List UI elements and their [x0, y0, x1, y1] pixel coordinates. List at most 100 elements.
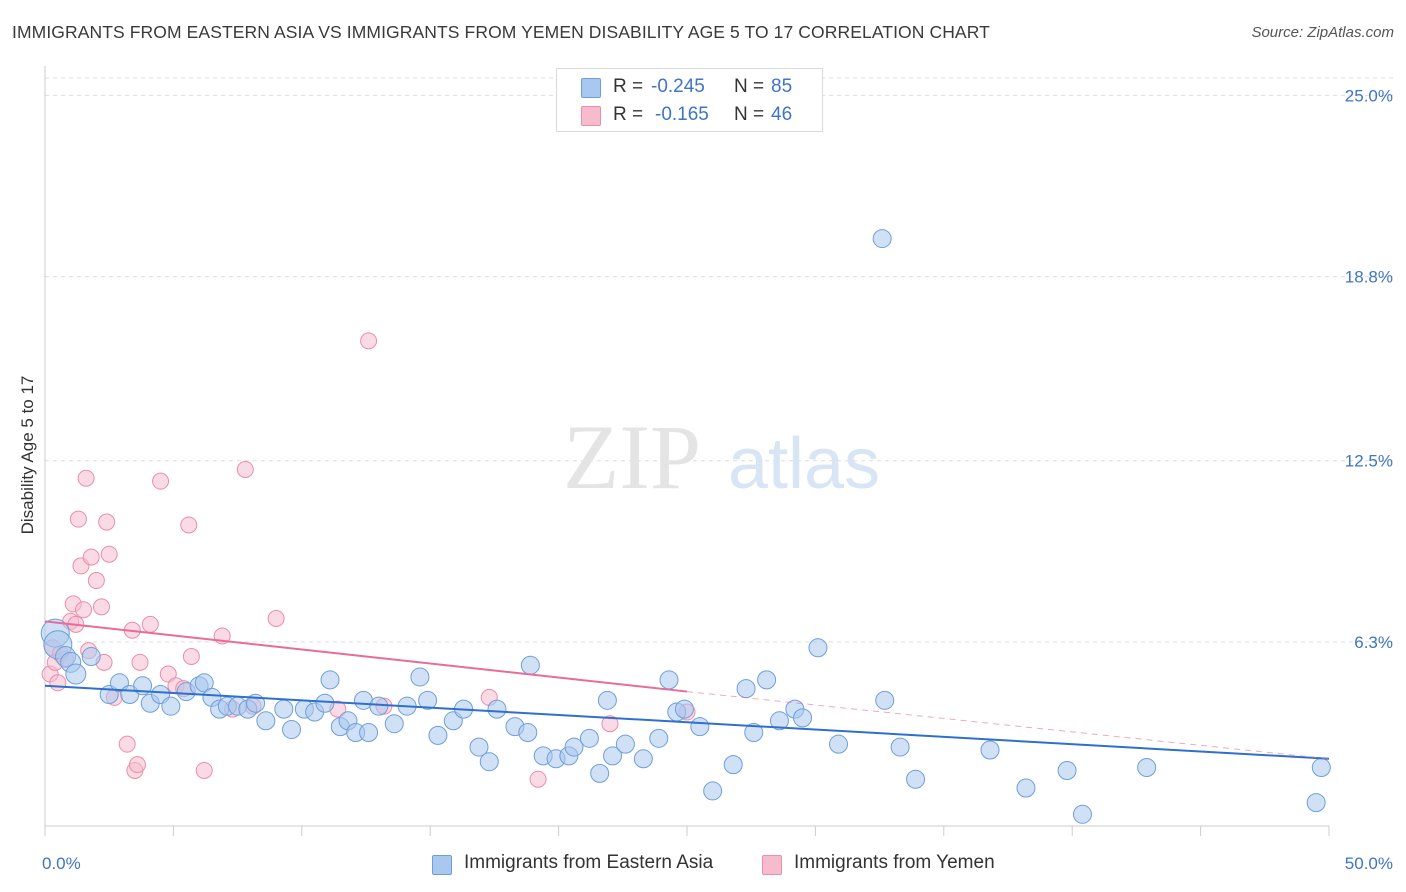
- eastern-asia-point: [703, 781, 723, 801]
- eastern-asia-point: [659, 670, 679, 690]
- eastern-asia-point: [1072, 804, 1092, 824]
- eastern-asia-point: [615, 734, 635, 754]
- yemen-point: [360, 332, 378, 350]
- eastern-asia-point: [1311, 758, 1331, 778]
- yemen-point: [182, 647, 200, 665]
- pink-swatch: [762, 855, 782, 875]
- eastern-asia-point: [469, 737, 489, 757]
- yemen-point: [49, 674, 67, 692]
- axes: [44, 66, 1330, 836]
- yemen-trend-extension: [686, 691, 1330, 760]
- trend-lines: [44, 620, 1330, 760]
- eastern-asia-point: [282, 720, 302, 740]
- eastern-asia-point: [418, 690, 438, 710]
- eastern-asia-point: [808, 638, 828, 658]
- eastern-asia-point: [256, 711, 276, 731]
- eastern-asia-point: [384, 714, 404, 734]
- yemen-point: [118, 735, 136, 753]
- eastern-asia-point: [744, 722, 764, 742]
- eastern-asia-point: [633, 749, 653, 769]
- eastern-asia-point: [520, 655, 540, 675]
- yemen-point: [141, 615, 159, 633]
- eastern-asia-point: [875, 690, 895, 710]
- eastern-asia-point: [603, 746, 623, 766]
- eastern-asia-point: [597, 690, 617, 710]
- legend-row-eastern-asia: R = -0.245 N = 85: [557, 73, 822, 101]
- eastern-asia-point: [359, 722, 379, 742]
- eastern-asia-point: [81, 646, 101, 666]
- n-value: 46: [771, 104, 793, 125]
- yemen-point: [87, 572, 105, 590]
- yemen-trend-line: [44, 620, 688, 693]
- eastern-asia-point: [793, 708, 813, 728]
- r-label: R =: [613, 104, 644, 125]
- r-label: R =: [613, 76, 644, 97]
- yemen-point: [128, 756, 146, 774]
- eastern-asia-point: [769, 711, 789, 731]
- gridlines: [45, 77, 1393, 643]
- yemen-point: [195, 761, 213, 779]
- y-tick-label: 25.0%: [1345, 86, 1393, 105]
- eastern-asia-point: [1016, 778, 1036, 798]
- eastern-asia-point: [723, 755, 743, 775]
- n-value: 85: [771, 76, 793, 97]
- correlation-legend: R = -0.245 N = 85 R = -0.165 N = 46: [556, 68, 823, 132]
- eastern-asia-point: [369, 696, 389, 716]
- blue-swatch: [581, 78, 601, 98]
- eastern-asia-point: [829, 734, 849, 754]
- legend-label-yemen: Immigrants from Yemen: [794, 852, 995, 873]
- yemen-point: [529, 770, 547, 788]
- yemen-point: [100, 545, 118, 563]
- tick-labels: 6.3% 12.5% 18.8% 25.0% 0.0% 50.0%: [42, 86, 1393, 873]
- legend-row-yemen: R = -0.165 N = 46: [557, 101, 822, 129]
- eastern-asia-point: [315, 693, 335, 713]
- n-label: N =: [734, 104, 765, 125]
- r-value: -0.245: [651, 76, 705, 97]
- y-tick-label: 12.5%: [1345, 452, 1393, 471]
- eastern-asia-point: [274, 699, 294, 719]
- source-credit: Source: ZipAtlas.com: [1251, 24, 1394, 41]
- eastern-asia-point: [736, 679, 756, 699]
- r-value: -0.165: [655, 104, 709, 125]
- eastern-asia-point: [479, 752, 499, 772]
- yemen-point: [92, 598, 110, 616]
- eastern-asia-point: [564, 737, 584, 757]
- eastern-asia-point: [579, 728, 599, 748]
- y-tick-label: 6.3%: [1354, 633, 1393, 652]
- eastern-asia-point: [410, 667, 430, 687]
- n-label: N =: [734, 76, 765, 97]
- chart-title: IMMIGRANTS FROM EASTERN ASIA VS IMMIGRAN…: [12, 22, 990, 42]
- y-tick-label: 18.8%: [1345, 268, 1393, 287]
- yemen-point: [152, 472, 170, 490]
- eastern-asia-point: [487, 699, 507, 719]
- eastern-asia-point: [690, 717, 710, 737]
- eastern-asia-point: [518, 722, 538, 742]
- watermark-zip: ZIP: [563, 406, 701, 508]
- eastern-asia-point: [65, 663, 87, 685]
- eastern-asia-points: [40, 229, 1331, 824]
- watermark: ZIP atlas: [563, 406, 880, 508]
- eastern-asia-point: [194, 673, 214, 693]
- yemen-point: [267, 610, 285, 628]
- eastern-asia-point: [890, 737, 910, 757]
- series-legend: Immigrants from Eastern Asia Immigrants …: [0, 852, 1406, 878]
- legend-label-eastern-asia: Immigrants from Eastern Asia: [464, 852, 714, 873]
- x-tick-label: 0.0%: [42, 854, 81, 873]
- yemen-point: [98, 513, 116, 531]
- watermark-atlas: atlas: [728, 424, 880, 504]
- blue-swatch: [432, 855, 452, 875]
- yemen-point: [77, 469, 95, 487]
- eastern-asia-point: [674, 699, 694, 719]
- eastern-asia-point: [757, 670, 777, 690]
- eastern-asia-point: [1057, 760, 1077, 780]
- x-tick-label: 50.0%: [1345, 854, 1393, 873]
- yemen-points: [41, 332, 696, 788]
- yemen-point: [69, 510, 87, 528]
- pink-swatch: [581, 106, 601, 126]
- eastern-asia-point: [1306, 793, 1326, 813]
- eastern-asia-point: [1137, 758, 1157, 778]
- eastern-asia-point: [590, 763, 610, 783]
- yemen-point: [82, 548, 100, 566]
- eastern-asia-point: [906, 769, 926, 789]
